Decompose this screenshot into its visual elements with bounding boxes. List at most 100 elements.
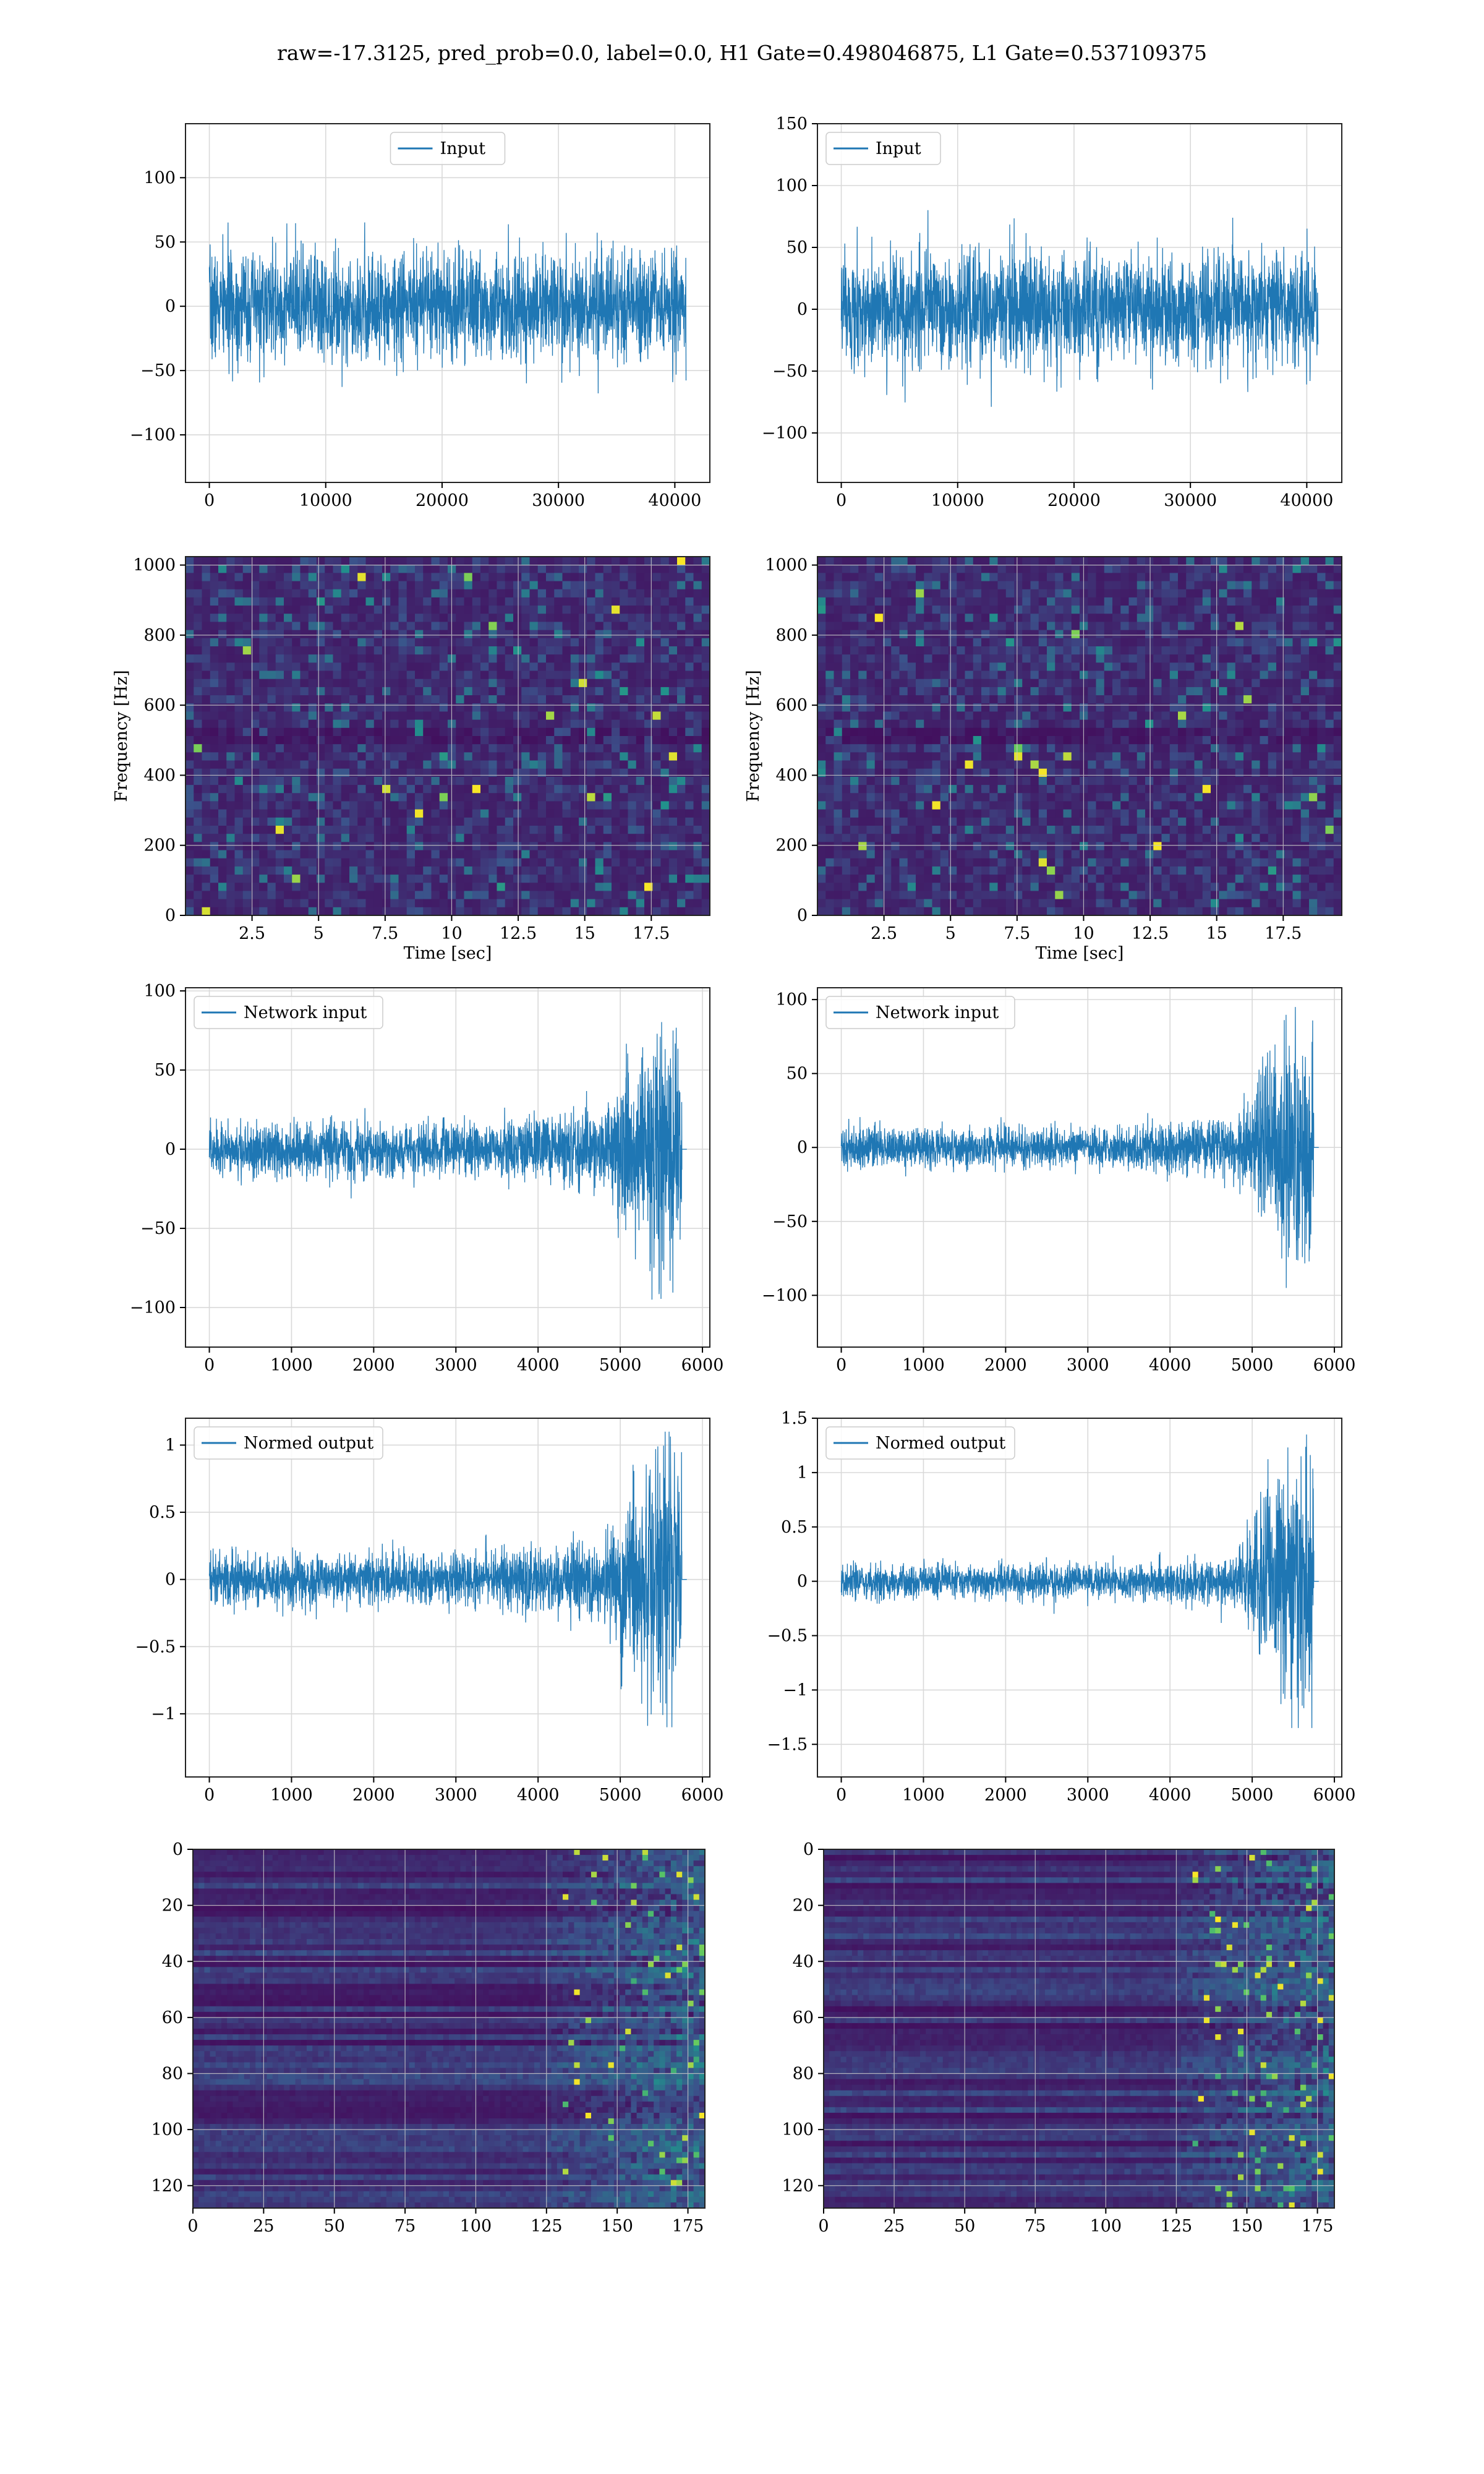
network-input-l1-xtick-label: 2000 bbox=[984, 1356, 1027, 1375]
feature-map-h1-cells bbox=[193, 1849, 706, 2209]
normed-output-h1-svg: 0 1000 2000 3000 4000 5000 6000 −1 −0.5 0 0.5 1 Norm… bbox=[135, 1418, 723, 1805]
network-input-l1-legend-label: Network input bbox=[876, 1003, 999, 1022]
feature-map-l1-ytick-label: 100 bbox=[782, 2120, 814, 2139]
input-l1-ytick-label: 0 bbox=[797, 300, 808, 319]
normed-output-h1-ytick-label: 1 bbox=[165, 1436, 176, 1455]
normed-output-h1-panel: 0 1000 2000 3000 4000 5000 6000 −1 −0.5 0 0.5 1 Norm… bbox=[135, 1418, 723, 1805]
normed-output-h1-ytick-label: −0.5 bbox=[135, 1637, 176, 1656]
spectrogram-h1-xtick-label: 12.5 bbox=[500, 924, 537, 943]
normed-output-l1-xtick-label: 1000 bbox=[902, 1786, 945, 1805]
normed-output-h1-frame bbox=[185, 1418, 710, 1778]
spectrogram-l1-ytick-label: 400 bbox=[775, 766, 808, 785]
input-l1-xtick-label: 30000 bbox=[1164, 491, 1217, 510]
feature-map-l1-xtick-label: 25 bbox=[884, 2217, 905, 2236]
normed-output-h1-xtick-label: 4000 bbox=[517, 1786, 560, 1805]
input-l1-xtick-label: 40000 bbox=[1280, 491, 1333, 510]
input-h1-frame bbox=[185, 123, 710, 483]
input-h1-ytick-label: 100 bbox=[143, 168, 176, 187]
normed-output-l1-xtick-label: 5000 bbox=[1231, 1786, 1274, 1805]
input-l1-xtick-label: 0 bbox=[836, 491, 846, 510]
normed-output-h1-xtick-label: 2000 bbox=[352, 1786, 395, 1805]
feature-map-l1-xtick-label: 100 bbox=[1090, 2217, 1122, 2236]
input-h1-xtick-label: 30000 bbox=[532, 491, 585, 510]
spectrogram-h1-ytick-label: 0 bbox=[165, 906, 176, 925]
network-input-l1-svg: 0 1000 2000 3000 4000 5000 6000 −100 −50 0 50 100 Ne… bbox=[762, 987, 1355, 1375]
feature-map-l1-ytick-label: 80 bbox=[793, 2065, 814, 2084]
network-input-l1-xtick-label: 1000 bbox=[902, 1356, 945, 1375]
spectrogram-h1-svg: 2.5 5 7.5 10 12.5 15 17.5 0 200 400 600 800 1000 Time… bbox=[112, 556, 710, 963]
spectrogram-l1-xtick-label: 15 bbox=[1206, 924, 1227, 943]
input-l1-svg: 0 10000 20000 30000 40000 −100 −50 0 50 100 150 Inp… bbox=[762, 114, 1342, 510]
feature-map-h1-xtick-label: 100 bbox=[460, 2217, 492, 2236]
network-input-l1-xtick-label: 5000 bbox=[1231, 1356, 1274, 1375]
spectrogram-l1-xlabel: Time [sec] bbox=[1036, 944, 1124, 963]
normed-output-h1-xtick-label: 6000 bbox=[681, 1786, 724, 1805]
feature-map-l1-xtick-label: 175 bbox=[1302, 2217, 1334, 2236]
network-input-h1-ytick-label: −100 bbox=[130, 1298, 176, 1317]
input-l1-ytick-label: 100 bbox=[775, 176, 808, 195]
feature-map-l1-ytick-label: 0 bbox=[803, 1840, 814, 1859]
normed-output-l1-ytick-label: 1.5 bbox=[781, 1409, 808, 1428]
network-input-h1-xtick-label: 6000 bbox=[681, 1356, 724, 1375]
spectrogram-l1-grid bbox=[817, 557, 1342, 916]
feature-map-h1-xtick-label: 75 bbox=[394, 2217, 416, 2236]
spectrogram-l1-xtick-label: 10 bbox=[1073, 924, 1094, 943]
input-h1-legend-label: Input bbox=[440, 139, 486, 158]
spectrogram-l1-xtick-label: 7.5 bbox=[1004, 924, 1030, 943]
network-input-h1-xtick-label: 5000 bbox=[599, 1356, 642, 1375]
input-l1-legend: Input bbox=[825, 132, 941, 165]
network-input-h1-ytick-label: 100 bbox=[143, 982, 176, 1001]
network-input-h1-ytick-label: 0 bbox=[165, 1140, 176, 1159]
network-input-l1-xtick-label: 0 bbox=[836, 1356, 846, 1375]
network-input-h1-grid bbox=[186, 988, 710, 1347]
normed-output-l1-legend-label: Normed output bbox=[876, 1434, 1005, 1453]
feature-map-h1-ytick-label: 20 bbox=[162, 1896, 183, 1915]
normed-output-h1-legend: Normed output bbox=[194, 1426, 383, 1460]
spectrogram-l1-ylabel: Frequency [Hz] bbox=[744, 670, 763, 802]
feature-map-l1-ytick-label: 40 bbox=[793, 1952, 814, 1971]
network-input-h1-xtick-label: 3000 bbox=[435, 1356, 477, 1375]
input-h1-xtick-label: 40000 bbox=[648, 491, 701, 510]
spectrogram-h1-ytick-label: 1000 bbox=[133, 556, 176, 575]
input-h1-xtick-label: 0 bbox=[204, 491, 215, 510]
spectrogram-l1-ytick-label: 1000 bbox=[765, 556, 808, 575]
input-l1-ytick-label: 50 bbox=[787, 238, 808, 257]
spectrogram-h1-xtick-label: 17.5 bbox=[633, 924, 670, 943]
network-input-h1-series-line bbox=[208, 1022, 687, 1300]
feature-map-h1-xtick-label: 175 bbox=[672, 2217, 704, 2236]
spectrogram-l1-svg: 2.5 5 7.5 10 12.5 15 17.5 0 200 400 600 800 1000 Time… bbox=[744, 556, 1342, 963]
input-l1-legend-label: Input bbox=[876, 139, 921, 158]
network-input-h1-svg: 0 1000 2000 3000 4000 5000 6000 −100 −50 0 50 100 Ne… bbox=[130, 982, 724, 1375]
normed-output-l1-xtick-label: 3000 bbox=[1067, 1786, 1109, 1805]
feature-map-h1-xtick-label: 150 bbox=[601, 2217, 633, 2236]
network-input-l1-frame bbox=[817, 987, 1342, 1348]
network-input-h1-xtick-label: 1000 bbox=[270, 1356, 313, 1375]
feature-map-l1-frame bbox=[823, 1849, 1335, 2209]
feature-map-h1-xtick-label: 0 bbox=[187, 2217, 198, 2236]
normed-output-h1-ytick-label: −1 bbox=[151, 1705, 176, 1724]
input-l1-frame bbox=[817, 123, 1342, 483]
spectrogram-h1-cells bbox=[186, 557, 710, 916]
normed-output-l1-ytick-label: −1.5 bbox=[767, 1735, 808, 1754]
normed-output-h1-series-line bbox=[208, 1431, 687, 1727]
normed-output-h1-legend-label: Normed output bbox=[244, 1434, 373, 1453]
input-l1-ytick-label: −50 bbox=[772, 362, 808, 381]
normed-output-h1-ytick-label: 0.5 bbox=[149, 1503, 176, 1522]
spectrogram-h1-xtick-label: 15 bbox=[574, 924, 595, 943]
normed-output-l1-xtick-label: 0 bbox=[836, 1786, 846, 1805]
input-l1-xtick-label: 10000 bbox=[931, 491, 984, 510]
spectrogram-h1-ytick-label: 200 bbox=[143, 836, 176, 855]
spectrogram-l1-xtick-label: 2.5 bbox=[871, 924, 897, 943]
feature-map-h1-ytick-label: 40 bbox=[162, 1952, 183, 1971]
network-input-h1-xtick-label: 2000 bbox=[352, 1356, 395, 1375]
feature-map-h1-xtick-label: 125 bbox=[531, 2217, 563, 2236]
input-l1-panel: 0 10000 20000 30000 40000 −100 −50 0 50 100 150 Inp… bbox=[762, 114, 1342, 510]
normed-output-h1-grid bbox=[186, 1418, 710, 1777]
feature-map-l1-xtick-label: 0 bbox=[818, 2217, 829, 2236]
normed-output-l1-series-line bbox=[840, 1434, 1319, 1728]
normed-output-l1-frame bbox=[817, 1418, 1342, 1778]
normed-output-l1-svg: 0 1000 2000 3000 4000 5000 6000 −1.5 −1 −0.5 0 0.5 1… bbox=[767, 1409, 1355, 1805]
normed-output-l1-panel: 0 1000 2000 3000 4000 5000 6000 −1.5 −1 −0.5 0 0.5 1… bbox=[767, 1409, 1355, 1805]
input-l1-xtick-label: 20000 bbox=[1047, 491, 1101, 510]
feature-map-l1-ytick-label: 60 bbox=[793, 2008, 814, 2027]
